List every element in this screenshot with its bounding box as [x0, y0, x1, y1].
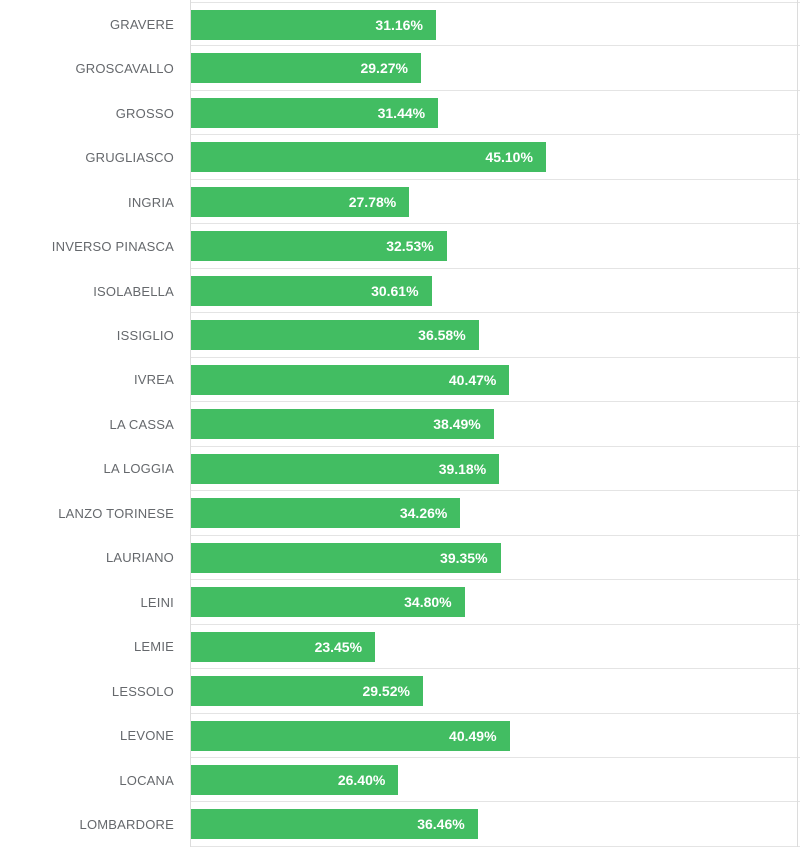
category-label: LESSOLO [111, 683, 174, 699]
bar[interactable]: 39.18% [190, 453, 500, 484]
chart-row: INGRIA 27.78% [0, 180, 800, 225]
bar-value-label: 23.45% [314, 638, 363, 655]
bar-value-label: 31.44% [377, 104, 426, 121]
bar-value-label: 34.26% [399, 505, 448, 522]
bar[interactable]: 32.53% [190, 231, 447, 262]
bar-value-label: 40.47% [448, 371, 497, 388]
chart-row: GRUGLIASCO 45.10% [0, 135, 800, 180]
category-label: LA LOGGIA [103, 461, 174, 477]
chart-row: GROSCAVALLO 29.27% [0, 46, 800, 91]
chart-row: ISOLABELLA 30.61% [0, 269, 800, 314]
bar[interactable]: 27.78% [190, 186, 410, 217]
bar-track: 27.78% [190, 180, 800, 225]
chart-row: LAURIANO 39.35% [0, 536, 800, 581]
category-label: INVERSO PINASCA [51, 239, 174, 255]
category-label: LAURIANO [105, 550, 174, 566]
bar-value-label: 29.27% [360, 60, 408, 77]
bar-value-label: 38.49% [433, 416, 481, 433]
chart-row: LEMIE 23.45% [0, 625, 800, 670]
bar-track: 30.61% [190, 269, 800, 314]
bar-track: 36.58% [190, 313, 800, 358]
bar-track: 29.27% [190, 46, 800, 91]
bar-track: 31.44% [190, 91, 800, 136]
category-label: LOCANA [119, 772, 174, 788]
bar-track: 31.16% [190, 2, 800, 47]
chart-row: LOCANA 26.40% [0, 758, 800, 803]
category-label: LEVONE [120, 728, 174, 744]
bar[interactable]: 26.40% [190, 764, 399, 795]
chart-row: LEVONE 40.49% [0, 714, 800, 758]
bar-track: 23.45% [190, 625, 800, 670]
category-label: GRAVERE [109, 16, 174, 32]
category-label: LEMIE [133, 639, 174, 655]
category-label: GRUGLIASCO [85, 150, 174, 166]
chart-row: LOMBARDORE 36.46% [0, 802, 800, 847]
bar[interactable]: 40.47% [190, 364, 510, 395]
bar-track: 45.10% [190, 135, 800, 180]
bar-track: 32.53% [190, 224, 800, 269]
category-label: LOMBARDORE [79, 817, 174, 833]
category-label: LEINI [140, 594, 174, 610]
bar[interactable]: 38.49% [190, 409, 494, 440]
right-edge-gridline [797, 0, 798, 847]
bar-track: 34.80% [190, 580, 800, 625]
chart-row: GROSSO 31.44% [0, 91, 800, 136]
chart-row: ISSIGLIO 36.58% [0, 313, 800, 358]
bar-value-label: 34.80% [404, 594, 452, 611]
bar[interactable]: 34.26% [190, 498, 461, 529]
bar-value-label: 36.58% [418, 327, 466, 344]
chart-row: LA CASSA 38.49% [0, 402, 800, 447]
bar[interactable]: 29.27% [190, 53, 421, 84]
bar-track: 36.46% [190, 802, 800, 847]
bar-track: 29.52% [190, 669, 800, 714]
bar-value-label: 36.46% [417, 816, 465, 833]
bar-value-label: 30.61% [371, 282, 419, 299]
category-label: GROSCAVALLO [75, 61, 174, 77]
category-label: ISSIGLIO [116, 328, 174, 344]
bar-track: 26.40% [190, 758, 800, 803]
bar-value-label: 45.10% [485, 149, 533, 166]
chart-row: LEINI 34.80% [0, 580, 800, 625]
category-label: IVREA [133, 372, 174, 388]
bar-track: 39.35% [190, 536, 800, 581]
category-label: LA CASSA [109, 416, 174, 432]
bar-track: 39.18% [190, 447, 800, 492]
bar[interactable]: 36.58% [190, 320, 479, 351]
category-label: GROSSO [115, 105, 174, 121]
bar[interactable]: 31.44% [190, 97, 439, 128]
category-label: INGRIA [128, 194, 174, 210]
bar-value-label: 27.78% [348, 193, 397, 210]
bar[interactable]: 34.80% [190, 587, 465, 618]
category-label: ISOLABELLA [93, 283, 174, 299]
bar[interactable]: 45.10% [190, 142, 546, 173]
bar[interactable]: 30.61% [190, 275, 432, 306]
bar-value-label: 40.49% [449, 727, 497, 744]
bar-value-label: 39.18% [438, 460, 487, 477]
bar-track: 34.26% [190, 491, 800, 536]
bar-value-label: 39.35% [440, 549, 488, 566]
bar[interactable]: 23.45% [190, 631, 376, 662]
chart-row: LESSOLO 29.52% [0, 669, 800, 714]
bar-value-label: 32.53% [386, 238, 434, 255]
chart-row: LA LOGGIA 39.18% [0, 447, 800, 492]
bar[interactable]: 36.46% [190, 809, 478, 840]
bar-value-label: 26.40% [337, 771, 386, 788]
chart-row: INVERSO PINASCA 32.53% [0, 224, 800, 269]
category-label: LANZO TORINESE [58, 505, 174, 521]
bar[interactable]: 40.49% [190, 720, 510, 751]
bar-value-label: 31.16% [375, 17, 423, 33]
y-axis-line [190, 0, 191, 847]
chart-row: IVREA 40.47% [0, 358, 800, 403]
bar-track: 40.47% [190, 358, 800, 403]
bar[interactable]: 39.35% [190, 542, 501, 573]
bar-track: 40.49% [190, 714, 800, 758]
chart-row: GRAVERE 31.16% [0, 2, 800, 47]
bar-track: 38.49% [190, 402, 800, 447]
chart-row: LANZO TORINESE 34.26% [0, 491, 800, 536]
bar[interactable]: 29.52% [190, 676, 423, 707]
bar-value-label: 29.52% [362, 683, 410, 700]
bar[interactable]: 31.16% [190, 10, 436, 40]
